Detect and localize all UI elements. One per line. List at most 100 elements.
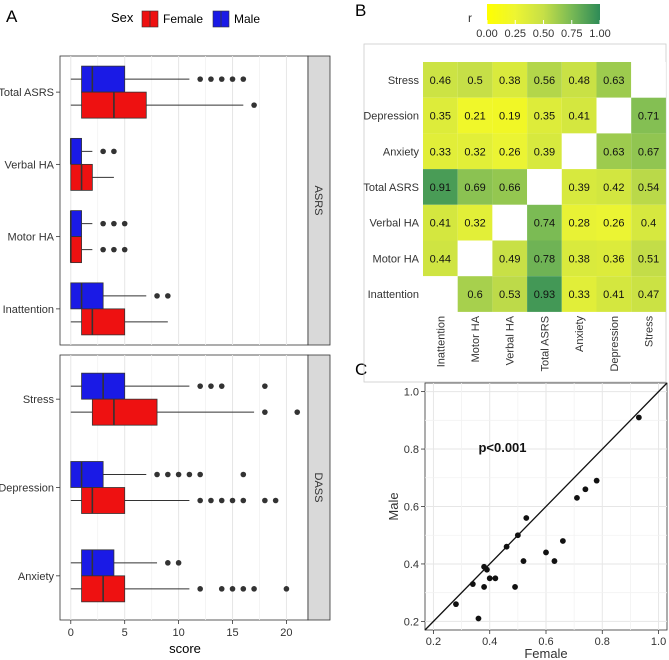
heatmap-cell-value: 0.21 [464, 111, 485, 123]
heatmap-cell-value: 0.28 [568, 218, 589, 230]
colorbar-tick-label: 0.25 [505, 28, 526, 40]
box-male [81, 549, 115, 577]
x-tick-label: 0.6 [538, 636, 553, 648]
colorbar-label: r [468, 11, 472, 25]
outlier-point [197, 586, 203, 592]
box-female [81, 487, 126, 514]
heatmap-cell-value: 0.93 [534, 289, 555, 301]
heatmap-row-label: Depression [363, 111, 419, 123]
box-female [81, 308, 126, 336]
scatter-point [481, 584, 487, 590]
outlier-point [262, 409, 268, 415]
heatmap-cell [631, 240, 666, 277]
heatmap-cell-value: 0.47 [638, 289, 659, 301]
heatmap-cell [527, 133, 562, 170]
outlier-point [165, 293, 171, 299]
y-axis-label: Male [386, 492, 401, 520]
box-male [70, 282, 104, 310]
x-axis: 0 5 10 15 20 [68, 620, 293, 639]
x-tick-label: 0 [68, 627, 74, 639]
heatmap-cell [423, 169, 458, 205]
heatmap-row-label: Inattention [368, 289, 419, 301]
outlier-point [100, 220, 106, 227]
heatmap-cell-value: 0.38 [568, 253, 589, 265]
heatmap-cell-value: 0.26 [499, 146, 520, 158]
y-tick-label: 1.0 [404, 387, 419, 399]
heatmap-cell [457, 204, 493, 241]
heatmap-cell [457, 169, 493, 205]
heatmap-cell-value: 0.39 [534, 146, 555, 158]
heatmap-cell [631, 97, 666, 134]
heatmap-cell-value: 0.5 [467, 75, 482, 87]
heatmap-col-label: Motor HA [470, 315, 482, 362]
heatmap-cell-value: 0.33 [430, 146, 451, 158]
heatmap-cell-value: 0.35 [534, 111, 555, 123]
x-tick-label: 0.8 [595, 636, 610, 648]
outlier-point [121, 246, 128, 253]
heatmap-cell [457, 97, 493, 134]
heatmap-cell [596, 276, 632, 312]
heatmap-cell-value: 0.33 [568, 289, 589, 301]
panel-label-a: A [6, 7, 18, 26]
heatmap-frame [363, 43, 667, 383]
heatmap-cell [457, 133, 493, 170]
panel-label-c: C [355, 360, 367, 379]
y-tick-label: 0.8 [404, 444, 419, 456]
heatmap-cell [492, 62, 528, 98]
heatmap-cell [492, 133, 528, 170]
y-tick-label: Depression [0, 483, 54, 495]
heatmap-cell-value: 0.49 [499, 253, 520, 265]
colorbar: r 0.00 0.25 0.50 0.75 1.00 [468, 4, 611, 40]
colorbar-tick-label: 0.50 [533, 28, 554, 40]
outlier-point [262, 497, 268, 504]
heatmap-row-label: Anxiety [383, 146, 420, 158]
heatmap-row-label: Verbal HA [369, 218, 419, 230]
colorbar-tick-label: 0.75 [561, 28, 582, 40]
y-tick-label: Total ASRS [0, 87, 54, 99]
y-tick-label: Stress [23, 394, 55, 406]
heatmap-cell-value: 0.41 [430, 218, 451, 230]
outlier-point [272, 497, 279, 504]
outlier-point [208, 497, 214, 504]
heatmap-cell-value: 0.42 [603, 182, 624, 194]
heatmap-col-label: Anxiety [574, 315, 586, 352]
heatmap-cell-value: 0.63 [603, 75, 624, 87]
heatmap: Stress 0.46 0.5 0.38 0.56 0.48 0.63 Depression 0… [363, 43, 667, 383]
heatmap-cell [631, 204, 666, 241]
heatmap-cell [631, 133, 666, 170]
heatmap-cell-value: 0.38 [499, 75, 520, 87]
heatmap-cell [561, 97, 597, 134]
panel-label-b: B [355, 1, 366, 20]
heatmap-cell [423, 62, 458, 98]
outlier-point [100, 148, 106, 155]
heatmap-cell-value: 0.69 [464, 182, 485, 194]
scatter-point [503, 543, 510, 550]
outlier-point [218, 586, 225, 592]
x-tick-label: 20 [280, 627, 292, 639]
box-male [70, 461, 104, 488]
box-male [81, 65, 126, 93]
scatter-point [469, 581, 476, 587]
x-tick-label: 10 [172, 627, 184, 639]
heatmap-row-label: Total ASRS [363, 182, 419, 194]
x-tick-label: 1.0 [651, 636, 666, 648]
heatmap-cell-value: 0.41 [603, 289, 624, 301]
heatmap-cell-value: 0.91 [430, 182, 451, 194]
outlier-point [240, 586, 247, 592]
heatmap-cell-empty [527, 169, 562, 205]
heatmap-cell [423, 240, 458, 277]
heatmap-cell-value: 0.35 [430, 111, 451, 123]
heatmap-cell [492, 169, 528, 205]
outlier-point [229, 586, 236, 592]
outlier-point [165, 471, 171, 478]
heatmap-cell-empty [423, 276, 458, 312]
heatmap-cell [423, 133, 458, 170]
scatter-point [484, 566, 490, 573]
outlier-point [208, 76, 214, 82]
outlier-point [229, 76, 236, 82]
heatmap-cell-value: 0.39 [568, 182, 589, 194]
heatmap-row-label: Stress [388, 75, 420, 87]
box-female [91, 398, 158, 426]
identity-line [424, 382, 668, 631]
p-value-annotation: p<0.001 [478, 440, 526, 455]
